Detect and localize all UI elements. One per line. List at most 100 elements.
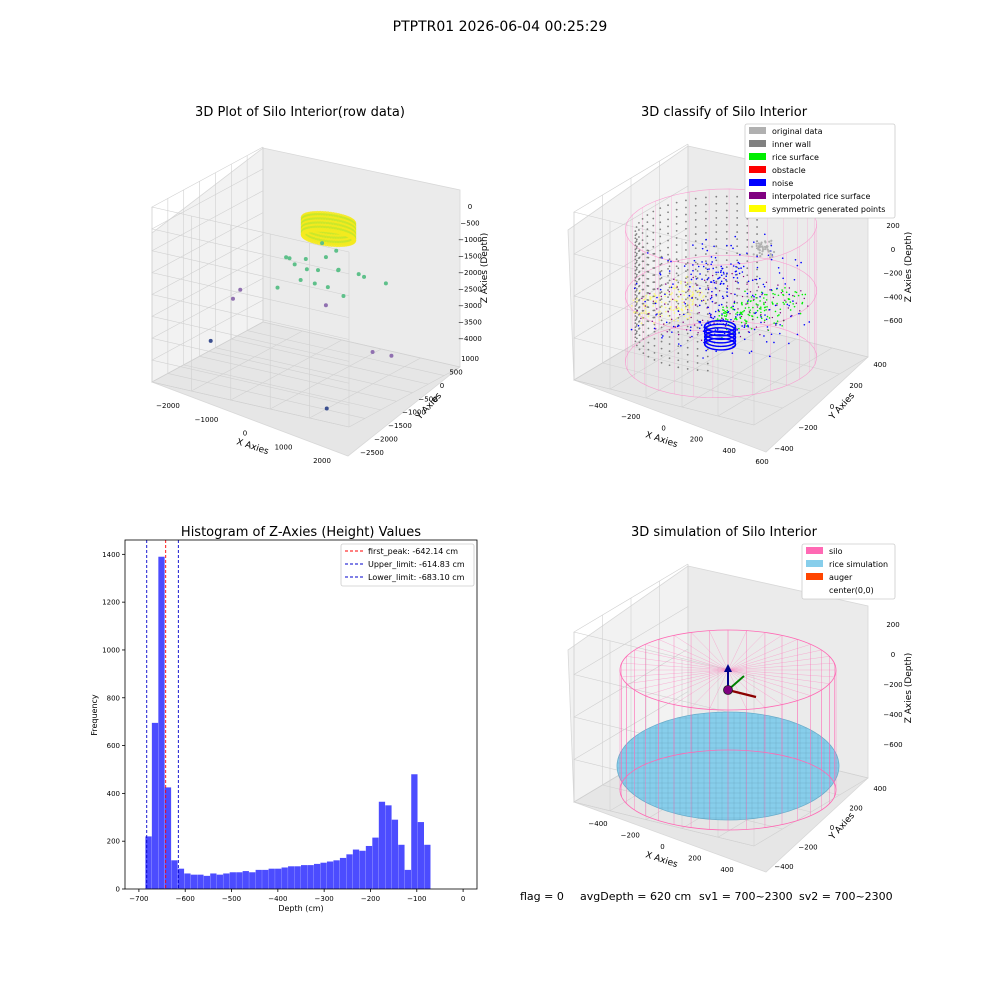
histogram-bar xyxy=(301,865,308,889)
classify-symmetric-point xyxy=(676,304,679,307)
classify-inner-wall-point xyxy=(686,268,689,271)
classify-symmetric-point xyxy=(672,319,675,322)
classify-inner-wall-point xyxy=(705,231,707,234)
classify-inner-wall-point xyxy=(685,206,687,209)
raw-grid-y-floor xyxy=(183,364,381,411)
classify-interpolated-point xyxy=(711,274,714,277)
classify-noise-point xyxy=(778,332,781,335)
classify-noise-point xyxy=(723,332,726,335)
classify-interpolated-point xyxy=(701,319,704,322)
raw-z-tick-label: −2000 xyxy=(458,269,482,277)
raw-x-tick-label: 2000 xyxy=(313,457,331,465)
classify-original-point xyxy=(771,255,774,258)
classify-symmetric-point xyxy=(638,314,641,317)
classify-rice-surface-point xyxy=(784,286,786,289)
simulation-y-tick-label: 200 xyxy=(849,805,862,813)
classify-rice-surface-point xyxy=(776,320,779,322)
raw-z-tick-label: −1000 xyxy=(458,236,482,244)
histogram-bar xyxy=(346,854,353,889)
classify-noise-point xyxy=(656,296,658,299)
classify-inner-wall-point xyxy=(652,238,655,241)
classify-symmetric-point xyxy=(678,290,681,293)
classify-inner-wall-point xyxy=(756,268,758,271)
classify-interpolated-point xyxy=(702,299,705,302)
classify-inner-wall-point xyxy=(638,263,641,266)
classify-noise-point xyxy=(737,261,740,264)
classify-inner-wall-point xyxy=(646,235,649,238)
classify-inner-wall-point xyxy=(635,330,638,333)
classify-noise-point xyxy=(644,300,646,303)
classify-rice-surface-point xyxy=(789,309,792,311)
classify-z-tick-label: −600 xyxy=(883,317,902,325)
classify-inner-wall-point xyxy=(756,226,758,228)
histogram-bar xyxy=(424,844,431,889)
raw-data-point xyxy=(334,248,339,253)
classify-inner-wall-point xyxy=(725,280,728,283)
classify-symmetric-point xyxy=(691,291,694,294)
silo-top-spoke xyxy=(727,649,822,671)
classify-noise-point xyxy=(670,260,672,263)
classify-symmetric-point xyxy=(658,319,661,321)
classify-noise-point xyxy=(668,270,671,272)
classify-inner-wall-point xyxy=(642,253,645,256)
classify-inner-wall-point xyxy=(725,230,728,233)
classify-rice-surface-point xyxy=(732,308,734,310)
silo-top-spoke xyxy=(690,669,729,708)
classify-inner-wall-point xyxy=(652,245,655,248)
classify-noise-point xyxy=(717,309,720,311)
classify-symmetric-point xyxy=(688,304,691,306)
silo-top-spoke xyxy=(634,649,729,671)
classify-symmetric-point xyxy=(685,275,688,278)
classify-noise-point xyxy=(700,300,703,302)
classify-interpolated-point xyxy=(668,291,670,293)
classify-interpolated-point xyxy=(731,272,733,275)
classify-interpolated-point xyxy=(667,311,669,313)
classify-noise-point xyxy=(725,322,728,325)
classify-noise-point xyxy=(767,254,770,257)
classify-inner-wall-point xyxy=(638,299,641,301)
classify-plot-title: 3D classify of Silo Interior xyxy=(641,105,808,120)
classify-inner-wall-point xyxy=(677,302,680,305)
classify-inner-wall-point xyxy=(659,270,662,273)
classify-inner-wall-point xyxy=(634,265,637,268)
classify-original-point xyxy=(763,245,767,248)
classify-inner-wall-point xyxy=(647,327,650,330)
classify-noise-point xyxy=(662,335,664,337)
classify-inner-wall-point xyxy=(638,306,641,308)
classify-symmetric-point xyxy=(675,299,678,302)
classify-noise-point xyxy=(730,263,732,265)
simulation-z-tick-label: −400 xyxy=(883,711,902,719)
classify-z-tick-label: −400 xyxy=(883,293,902,301)
classify-noise-point xyxy=(727,311,729,314)
classify-original-point xyxy=(760,243,763,246)
classify-inner-wall-point xyxy=(696,369,699,371)
raw-data-point xyxy=(389,353,394,358)
classify-inner-wall-point xyxy=(660,319,663,322)
classify-inner-wall-point xyxy=(705,274,707,277)
classify-interpolated-point xyxy=(688,289,690,291)
raw-plot-title: 3D Plot of Silo Interior(row data) xyxy=(195,105,405,120)
classify-noise-point xyxy=(735,273,737,276)
classify-inner-wall-point xyxy=(659,299,662,302)
classify-rice-surface-point xyxy=(772,303,774,305)
classify-interpolated-point xyxy=(754,278,756,281)
classify-interpolated-point xyxy=(689,336,691,339)
classify-interpolated-point xyxy=(795,302,798,304)
classify-rice-surface-point xyxy=(763,319,766,322)
histogram-bar xyxy=(262,869,269,889)
classify-inner-wall-point xyxy=(736,202,739,205)
classify-noise-point xyxy=(765,318,768,321)
classify-symmetric-point xyxy=(697,290,700,292)
classify-symmetric-point xyxy=(702,296,704,299)
classify-inner-wall-point xyxy=(635,332,638,334)
classify-symmetric-point xyxy=(643,304,645,307)
raw-grid-y-floor xyxy=(247,330,445,376)
classify-original-point xyxy=(766,248,769,251)
classify-original-point xyxy=(772,250,776,254)
classify-rice-surface-point xyxy=(721,314,723,317)
classify-noise-point xyxy=(677,310,680,313)
classify-inner-wall-point xyxy=(746,274,749,277)
classify-inner-wall-point xyxy=(705,253,707,255)
classify-inner-wall-point xyxy=(686,283,689,285)
classify-inner-wall-point xyxy=(694,204,697,207)
